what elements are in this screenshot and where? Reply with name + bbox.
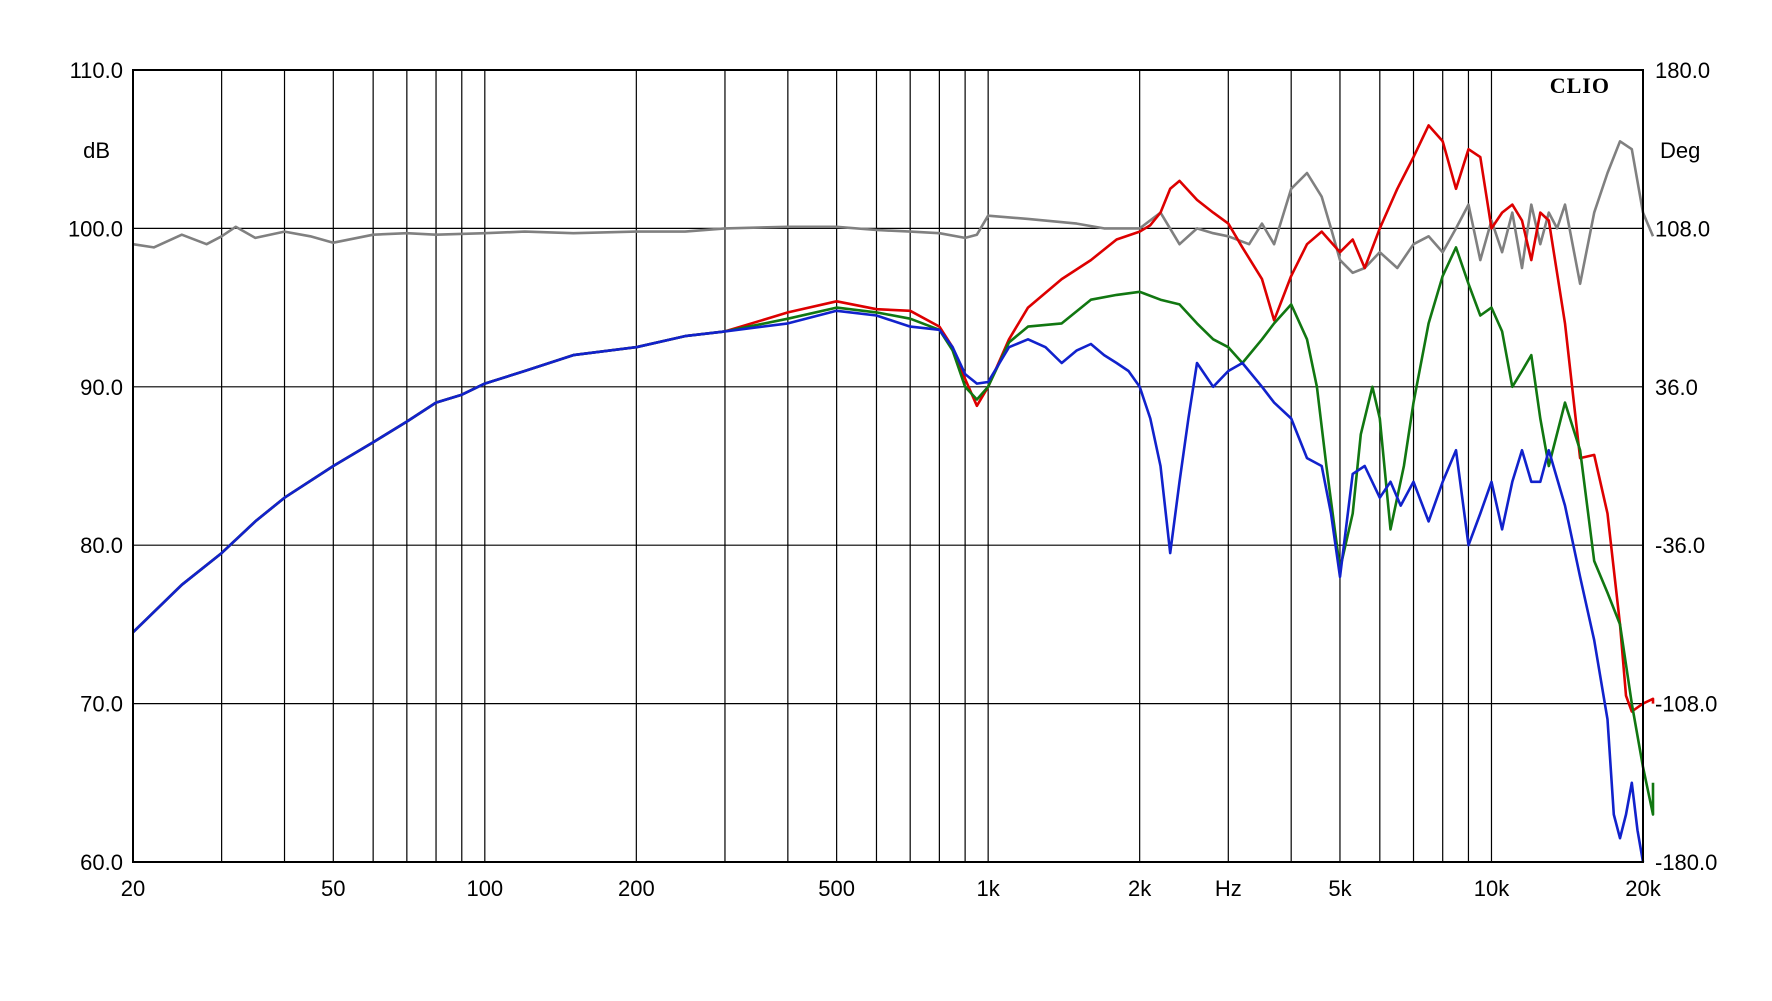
y-tick-label: 90.0	[80, 375, 123, 400]
x-tick-label: 5k	[1328, 876, 1352, 901]
x-tick-label: 200	[618, 876, 655, 901]
plot-frame	[132, 69, 1644, 863]
y-tick-label: 60.0	[80, 850, 123, 875]
y2-tick-label: -180.0	[1655, 850, 1717, 875]
y2-tick-label: -36.0	[1655, 533, 1705, 558]
x-tick-label: 1k	[977, 876, 1001, 901]
series-group	[132, 124, 1655, 863]
x-tick-label: 100	[466, 876, 503, 901]
y2-tick-label: 108.0	[1655, 216, 1710, 241]
x-tick-label: 20	[121, 876, 145, 901]
y2-tick-label: -108.0	[1655, 692, 1717, 717]
x-tick-label: 20k	[1625, 876, 1661, 901]
x-tick-label: 2k	[1128, 876, 1152, 901]
series-line-3	[132, 309, 1645, 863]
y-tick-label: 110.0	[70, 58, 123, 83]
series-line-2	[132, 246, 1655, 816]
y-tick-label: 70.0	[80, 692, 123, 717]
x-tick-label: Hz	[1215, 876, 1242, 901]
y2-tick-label: 180.0	[1655, 58, 1710, 83]
y-tick-label: 100.0	[68, 216, 123, 241]
y2-axis-label: Deg	[1660, 138, 1700, 163]
x-tick-label: 500	[818, 876, 855, 901]
tick-labels: 20 50 100 200 500 1k 2k Hz 5k 10k 20k 110.0 100.0 90.…	[68, 58, 1717, 901]
x-tick-label: 10k	[1474, 876, 1510, 901]
y2-tick-label: 36.0	[1655, 375, 1698, 400]
clio-brand-label: CLIO	[1550, 73, 1610, 98]
series-line-1	[132, 124, 1655, 713]
y-tick-label: 80.0	[80, 533, 123, 558]
y-axis-label: dB	[83, 138, 110, 163]
series-line-0	[132, 140, 1655, 286]
grid	[132, 69, 1644, 863]
x-tick-label: 50	[321, 876, 345, 901]
